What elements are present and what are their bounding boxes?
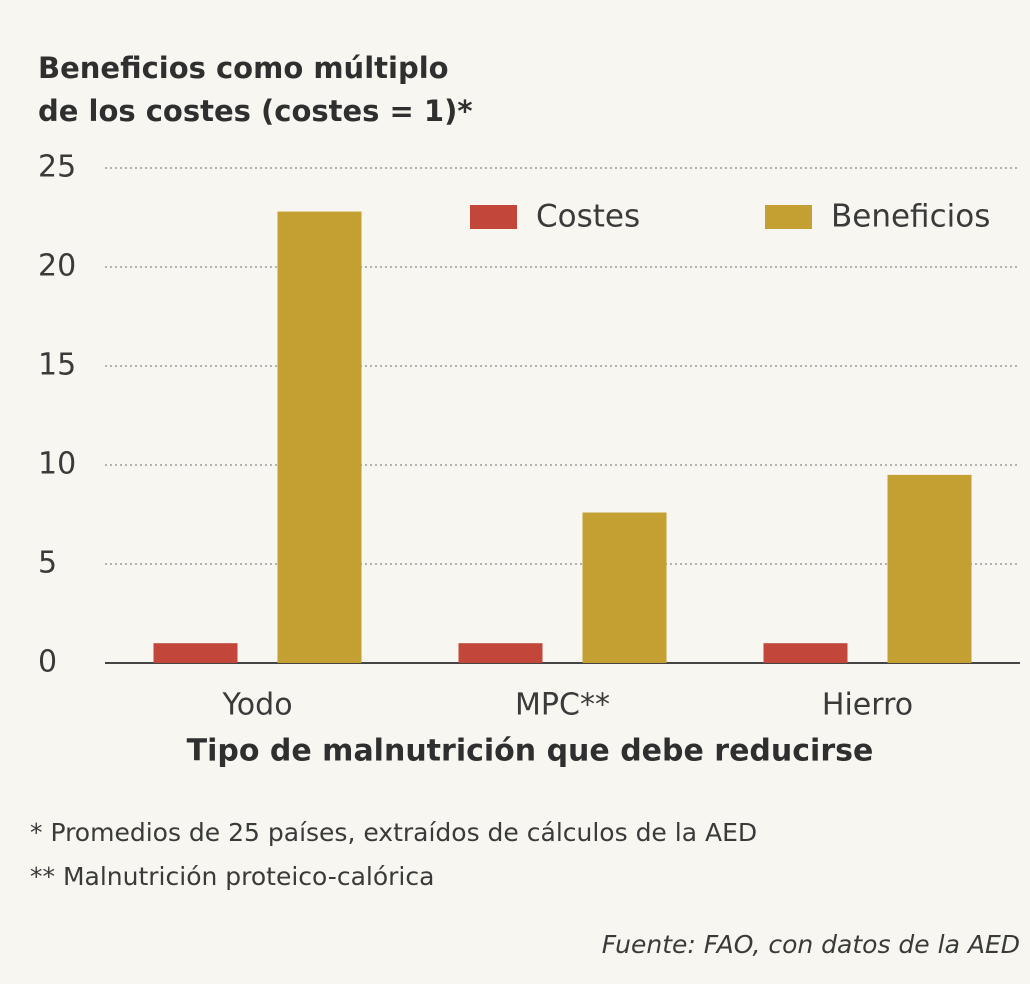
- x-tick-label: Hierro: [822, 688, 913, 723]
- y-tick-label: 0: [38, 645, 57, 680]
- bar: [887, 474, 972, 663]
- y-tick-label: 20: [38, 249, 76, 284]
- chart-title: de los costes (costes = 1)*: [38, 94, 473, 128]
- footnote: * Promedios de 25 países, extraídos de c…: [30, 818, 757, 847]
- bar: [763, 643, 848, 663]
- x-tick-label: Yodo: [221, 688, 292, 723]
- legend-swatch: [765, 205, 812, 229]
- bar: [458, 643, 543, 663]
- chart-title: Beneficios como múltiplo: [38, 51, 449, 85]
- legend-swatch: [470, 205, 517, 229]
- footnote: ** Malnutrición proteico-calórica: [30, 862, 434, 891]
- bar: [582, 512, 667, 663]
- x-tick-label: MPC**: [515, 688, 610, 723]
- legend-label: Beneficios: [831, 199, 990, 235]
- y-tick-label: 5: [38, 546, 57, 581]
- bar: [153, 643, 238, 663]
- y-tick-label: 15: [38, 348, 76, 383]
- legend-label: Costes: [536, 199, 640, 235]
- bar: [277, 211, 362, 663]
- source: Fuente: FAO, con datos de la AED: [602, 930, 1020, 959]
- x-axis-label: Tipo de malnutrición que debe reducirse: [187, 734, 874, 769]
- y-tick-label: 25: [38, 150, 76, 185]
- y-tick-label: 10: [38, 447, 76, 482]
